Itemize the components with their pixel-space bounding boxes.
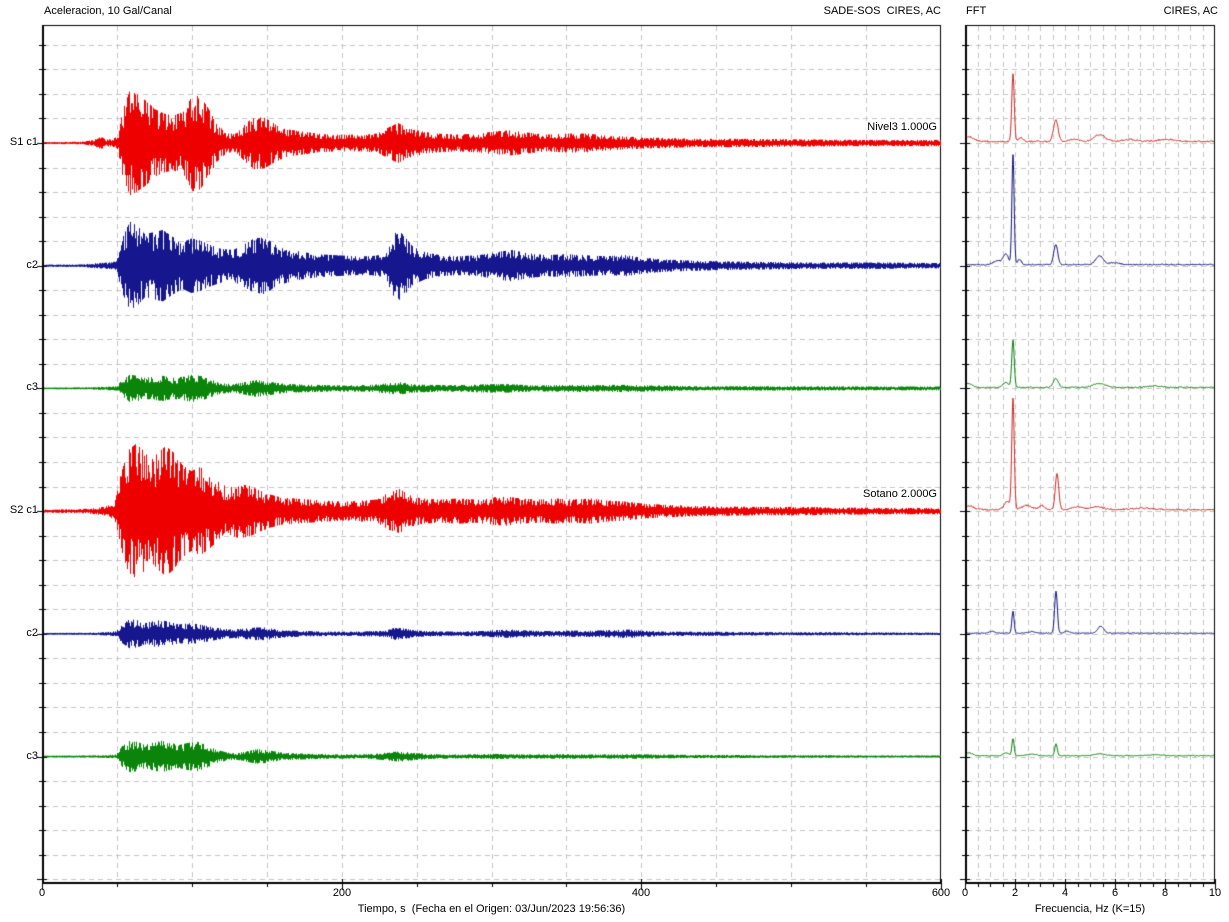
channel-label-c2: c2 — [26, 259, 38, 271]
frequency-axis-tick-label: 10 — [1208, 887, 1222, 899]
fft-panel-source-label: CIRES, AC — [1163, 5, 1218, 17]
time-axis-tick-label: 200 — [332, 887, 352, 899]
time-axis-tick-label: 600 — [931, 887, 951, 899]
left-panel-source-label: SADE-SOS CIRES, AC — [823, 5, 941, 17]
trace-annotation-text: Sotano 2.000G — [861, 488, 938, 500]
frequency-axis-tick-label: 4 — [1061, 887, 1069, 899]
channel-label-s1-c1: S1 c1 — [9, 136, 38, 148]
frequency-axis-tick-label: 6 — [1111, 887, 1119, 899]
channel-label-c3: c3 — [26, 381, 38, 393]
time-axis-tick-label: 0 — [38, 887, 46, 899]
frequency-axis-caption: Frecuencia, Hz (K=15) — [1034, 903, 1146, 915]
trace-annotation-sotano: Sotano 2.000G — [738, 488, 938, 501]
frequency-axis-tick-label: 2 — [1011, 887, 1019, 899]
channel-label-c3: c3 — [26, 750, 38, 762]
time-axis-tick-label: 400 — [631, 887, 651, 899]
fft-panel-title: FFT — [966, 5, 987, 17]
channel-label-c2: c2 — [26, 627, 38, 639]
trace-annotation-nivel3: Nivel3 1.000G — [738, 121, 938, 134]
trace-annotation-text: Nivel3 1.000G — [866, 121, 938, 133]
time-axis-caption: Tiempo, s (Fecha en el Origen: 03/Jun/20… — [357, 903, 626, 915]
left-panel-title: Aceleracion, 10 Gal/Canal — [44, 5, 172, 17]
frequency-axis-tick-label: 0 — [961, 887, 969, 899]
frequency-axis-tick-label: 8 — [1161, 887, 1169, 899]
channel-label-s2-c1: S2 c1 — [9, 504, 38, 516]
